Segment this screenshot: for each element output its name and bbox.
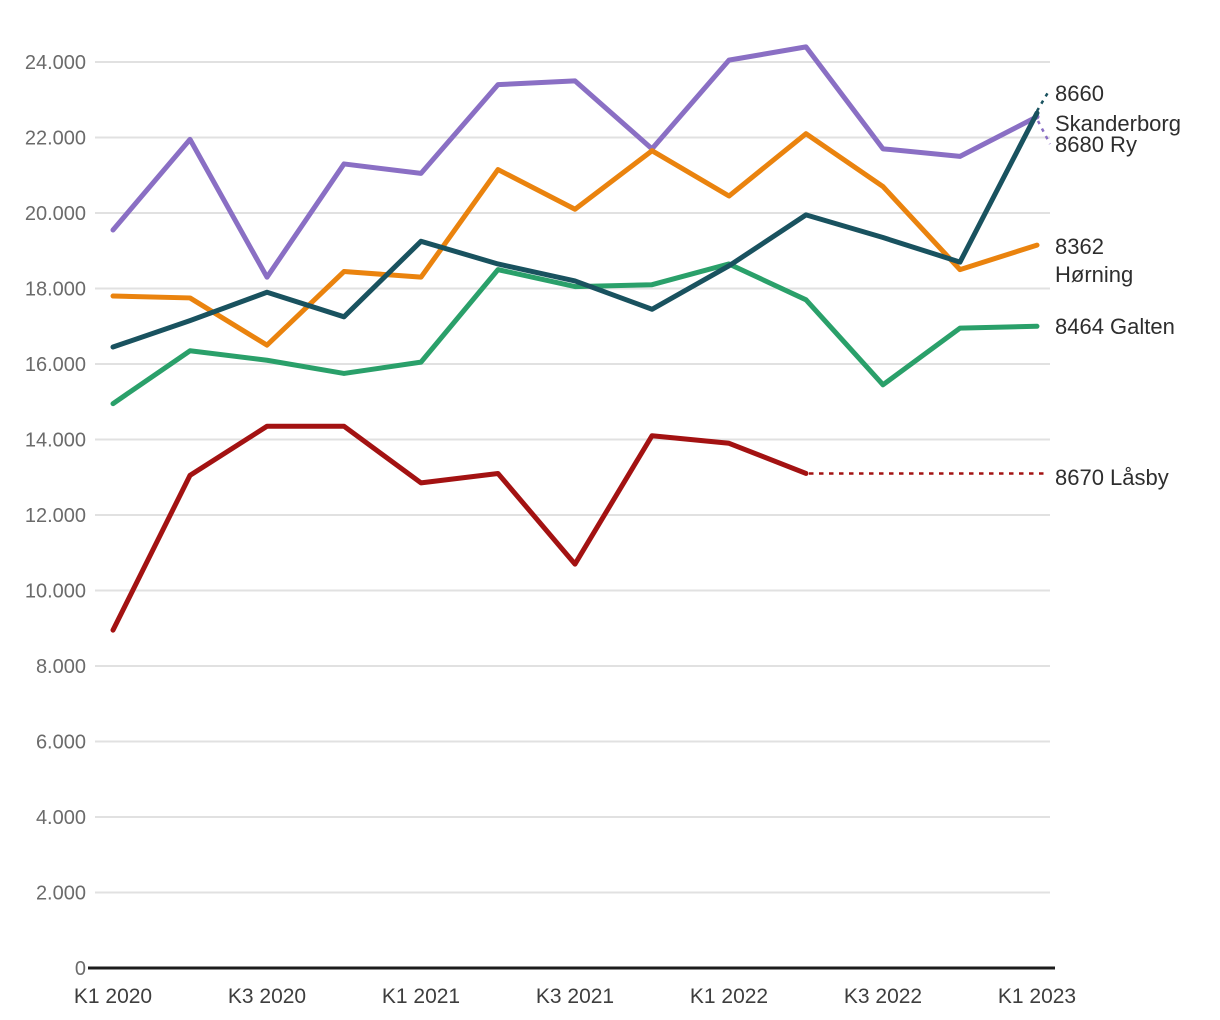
series-label-8680-ry: 8680 Ry xyxy=(1055,132,1137,157)
series-label-8362-horning: Hørning xyxy=(1055,262,1133,287)
series-line-8680-ry[interactable] xyxy=(110,44,1040,280)
series-line-8362-horning[interactable] xyxy=(110,131,1040,348)
y-axis-tick-label: 18.000 xyxy=(25,279,86,301)
series-label-8660-skanderborg: Skanderborg xyxy=(1055,111,1181,136)
series-label-8464-galten: 8464 Galten xyxy=(1055,314,1175,339)
x-axis-tick-label: K1 2020 xyxy=(74,985,152,1008)
y-axis-tick-label: 22.000 xyxy=(25,128,86,150)
y-axis-tick-label: 10.000 xyxy=(25,581,86,603)
series-line-8670-lasby[interactable] xyxy=(110,423,809,633)
series-label-8670-lasby: 8670 Låsby xyxy=(1055,465,1169,490)
y-axis-tick-label: 8.000 xyxy=(36,656,86,678)
x-axis-tick-label: K1 2022 xyxy=(690,985,768,1008)
x-axis-tick-label: K3 2020 xyxy=(228,985,306,1008)
y-axis-tick-label: 20.000 xyxy=(25,203,86,225)
series-line-8464-galten[interactable] xyxy=(110,261,1040,407)
series-line-8660-skanderborg[interactable] xyxy=(110,110,1040,350)
y-axis-tick-label: 12.000 xyxy=(25,505,86,527)
x-axis-tick-label: K3 2022 xyxy=(844,985,922,1008)
leader-line-8660-skanderborg xyxy=(1035,88,1052,112)
y-axis-tick-label: 2.000 xyxy=(36,883,86,905)
x-axis-tick-label: K1 2021 xyxy=(382,985,460,1008)
x-axis-tick-label: K1 2023 xyxy=(998,985,1076,1008)
series-label-8660-skanderborg: 8660 xyxy=(1055,81,1104,106)
y-axis-tick-label: 14.000 xyxy=(25,430,86,452)
y-axis-tick-label: 0 xyxy=(75,958,86,980)
series-label-8362-horning: 8362 xyxy=(1055,234,1104,259)
y-axis-tick-label: 4.000 xyxy=(36,807,86,829)
y-axis-tick-label: 6.000 xyxy=(36,732,86,754)
x-axis-tick-label: K3 2021 xyxy=(536,985,614,1008)
y-axis-tick-label: 16.000 xyxy=(25,354,86,376)
leader-line-8680-ry xyxy=(1036,120,1052,145)
y-axis-tick-label: 24.000 xyxy=(25,52,86,74)
